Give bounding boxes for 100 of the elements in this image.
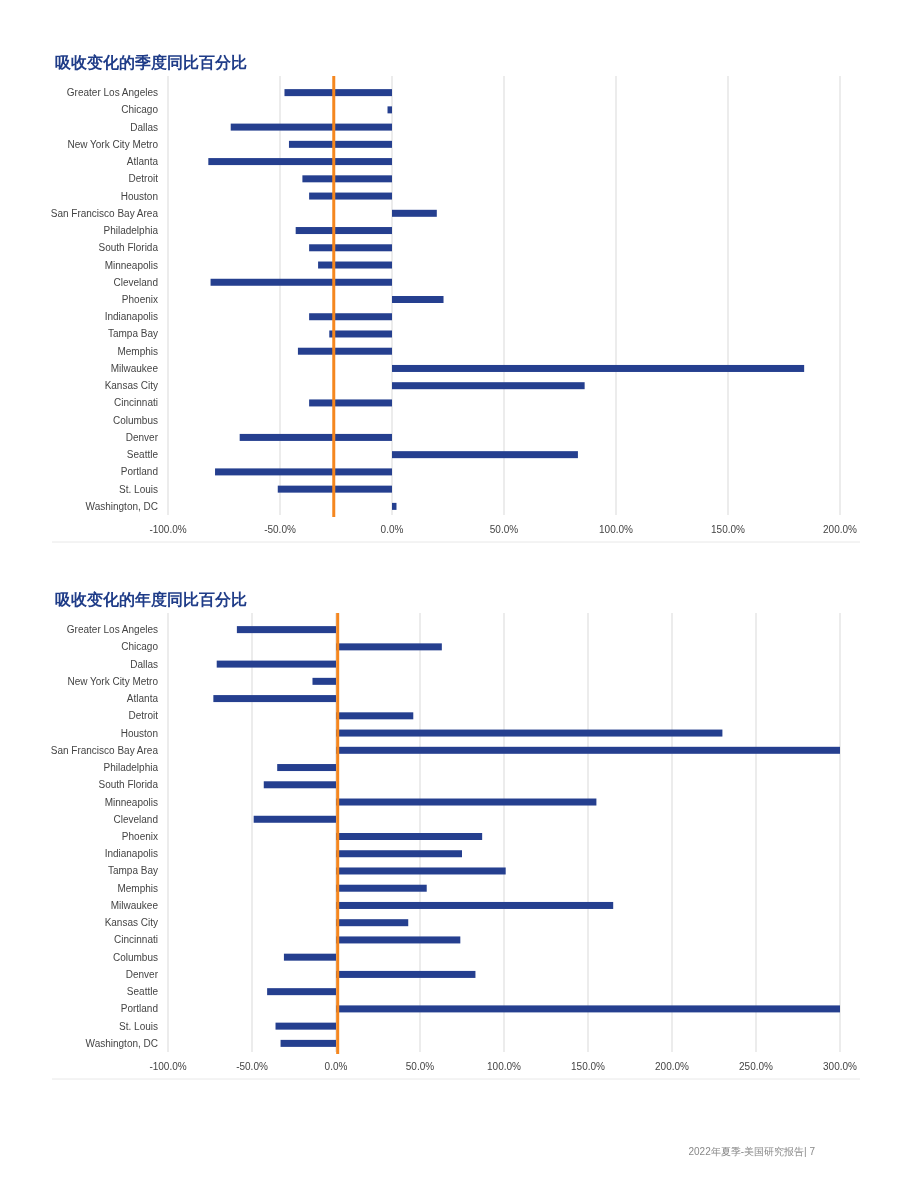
bar: [309, 399, 392, 407]
y-tick-label: Chicago: [121, 641, 159, 653]
x-tick-label: 200.0%: [655, 1061, 690, 1072]
y-tick-label: Dallas: [130, 658, 158, 670]
y-tick-label: San Francisco Bay Area: [50, 207, 159, 219]
y-tick-label: Seattle: [126, 986, 159, 998]
y-tick-label: Indianapolis: [104, 848, 158, 860]
y-tick-label: Seattle: [126, 449, 159, 461]
bar: [336, 970, 476, 978]
y-tick-label: Cleveland: [113, 813, 158, 825]
bar: [387, 106, 392, 114]
bar: [392, 382, 585, 390]
y-tick-label: Atlanta: [126, 693, 159, 705]
text: 2022年夏季-美国研究报告| 7: [688, 1146, 816, 1157]
y-tick-label: St. Louis: [119, 1020, 158, 1032]
bar: [213, 695, 336, 703]
bar: [295, 227, 392, 235]
y-tick-label: Indianapolis: [104, 311, 158, 323]
y-tick-label: South Florida: [98, 779, 159, 791]
bar: [277, 764, 336, 772]
bar: [392, 296, 444, 303]
bar: [215, 468, 392, 476]
bar: [236, 626, 336, 634]
x-tick-label: 200.0%: [823, 524, 858, 535]
y-tick-label: Milwaukee: [110, 899, 159, 911]
y-tick-label: Cincinnati: [114, 397, 158, 409]
bar: [253, 815, 336, 823]
x-tick-label: -100.0%: [149, 524, 187, 535]
y-tick-label: New York City Metro: [67, 138, 159, 150]
x-tick-label: 0.0%: [380, 524, 404, 535]
bar: [277, 485, 392, 493]
y-tick-label: Dallas: [130, 121, 158, 133]
y-tick-label: Denver: [125, 431, 159, 443]
y-tick-label: Portland: [120, 466, 158, 478]
x-tick-label: -100.0%: [149, 1061, 187, 1072]
bar: [318, 261, 392, 269]
bar: [336, 746, 840, 754]
bar: [392, 209, 437, 217]
y-tick-label: Washington, DC: [85, 1037, 158, 1049]
y-tick-label: Houston: [120, 727, 158, 739]
x-tick-label: 100.0%: [487, 1061, 522, 1072]
x-tick-label: 150.0%: [711, 524, 746, 535]
bar: [283, 953, 336, 961]
bar: [336, 833, 483, 840]
y-tick-label: Phoenix: [121, 294, 158, 305]
x-tick-label: 300.0%: [823, 1061, 858, 1072]
x-tick-label: 250.0%: [739, 1061, 774, 1072]
y-tick-label: Minneapolis: [104, 259, 158, 271]
y-tick-label: Detroit: [128, 173, 159, 185]
bar: [288, 140, 392, 148]
bar: [336, 850, 462, 858]
bar: [336, 901, 614, 909]
y-tick-label: Memphis: [117, 345, 158, 357]
bar: [336, 1005, 840, 1013]
y-tick-label: Greater Los Angeles: [66, 624, 158, 636]
bar: [336, 712, 414, 720]
x-tick-label: 0.0%: [324, 1061, 348, 1072]
y-tick-label: Detroit: [128, 710, 159, 722]
y-tick-label: Houston: [120, 190, 158, 202]
y-tick-label: Denver: [125, 968, 159, 980]
y-tick-label: New York City Metro: [67, 675, 159, 687]
bar: [329, 330, 392, 338]
y-tick-label: Atlanta: [126, 156, 159, 168]
y-tick-label: Washington, DC: [85, 500, 158, 512]
bar: [392, 364, 805, 372]
bar: [309, 313, 392, 321]
bar: [312, 677, 336, 685]
y-tick-label: Chicago: [121, 104, 159, 116]
x-tick-label: 50.0%: [489, 524, 519, 535]
bar: [210, 278, 392, 286]
bar: [275, 1022, 336, 1030]
y-tick-label: Kansas City: [104, 380, 158, 392]
bar: [302, 175, 392, 183]
bar: [392, 451, 578, 459]
bar: [336, 798, 597, 806]
y-tick-label: South Florida: [98, 242, 159, 254]
y-tick-label: San Francisco Bay Area: [50, 744, 159, 756]
y-tick-label: St. Louis: [119, 483, 158, 495]
bar: [230, 123, 392, 131]
y-tick-label: Greater Los Angeles: [66, 87, 158, 99]
y-tick-label: Cleveland: [113, 276, 158, 288]
y-tick-label: Columbus: [112, 414, 158, 426]
y-tick-label: Minneapolis: [104, 796, 158, 808]
y-tick-label: Tampa Bay: [107, 865, 158, 877]
y-tick-label: Tampa Bay: [107, 328, 158, 340]
y-tick-label: Philadelphia: [103, 762, 159, 774]
y-tick-label: Columbus: [112, 951, 158, 963]
y-tick-label: Phoenix: [121, 831, 158, 842]
bar: [280, 1039, 336, 1047]
bar: [392, 502, 397, 510]
bar: [263, 781, 336, 789]
y-tick-label: Milwaukee: [110, 362, 159, 374]
bar: [309, 192, 392, 200]
x-tick-label: 100.0%: [599, 524, 634, 535]
bar: [239, 433, 392, 441]
y-tick-label: Memphis: [117, 882, 158, 894]
chart-title: 吸收变化的年度同比百分比: [55, 590, 247, 608]
bar: [284, 89, 392, 97]
bar: [309, 244, 392, 252]
bar: [216, 660, 336, 668]
